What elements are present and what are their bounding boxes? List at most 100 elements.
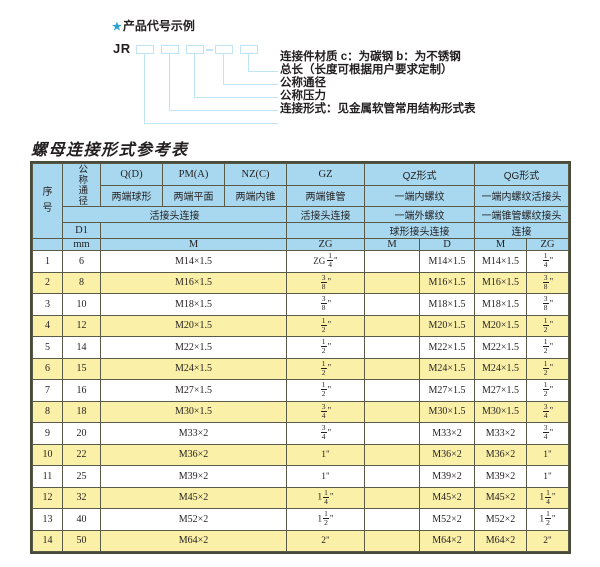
table-header: 序号 公称通径 Q(D) PM(A) NZ(C) GZ QZ形式 QG形式 两端… — [32, 163, 570, 251]
cell-qz-m — [364, 357, 420, 380]
cell-qz-m — [364, 271, 420, 294]
cell-qz-m — [364, 379, 420, 402]
cell-qg-m: M16×1.5 — [474, 271, 528, 294]
cell-gz-zg: 1 2 " — [286, 357, 365, 380]
cell-gz-zg: ZG 1 4 " — [286, 250, 365, 273]
product-code-diagram: ★产品代号示例 JR 连接件材质 c：为碳钢 b：为不锈钢 总长（长度可根据用户… — [0, 0, 600, 130]
star-icon: ★ — [112, 21, 122, 33]
cell-qg-zg: 1" — [526, 443, 570, 466]
cell-qg-zg: 1 4 " — [526, 250, 570, 273]
cell-qz-m — [364, 293, 420, 316]
cell-qz-m — [364, 529, 420, 552]
cell-nominal-diameter: 40 — [62, 508, 101, 531]
th-group-gz: GZ — [286, 163, 365, 186]
cell-qz-m — [364, 443, 420, 466]
cell-thread-m: M22×1.5 — [100, 336, 287, 359]
table-row: 5 14 M22×1.5 1 2 " M22×1.5 M22×1.5 1 2 " — [32, 336, 570, 359]
cell-qg-m: M52×2 — [474, 508, 528, 531]
th-group-qz: QZ形式 — [363, 163, 476, 186]
leader-line-5-h — [144, 123, 278, 125]
th-desc-pma: 两端平面 — [162, 184, 225, 207]
cell-gz-zg: 1 2 " — [286, 379, 365, 402]
product-code-heading-text: 产品代号示例 — [122, 19, 195, 33]
th-dn-symbol: D1 — [62, 222, 101, 239]
table-row: 14 50 M64×2 2" M64×2 M64×2 2" — [32, 529, 570, 552]
cell-thread-m: M27×1.5 — [100, 379, 287, 402]
table-row: 9 20 M33×2 3 4 " M33×2 M33×2 3 4 " — [32, 422, 570, 445]
table-row: 11 25 M39×2 1" M39×2 M39×2 1" — [32, 465, 570, 488]
diagram-label-connection-type: 连接形式：见金属软管常用结构形式表 — [280, 103, 476, 115]
cell-qg-zg: 1 2 " — [526, 357, 570, 380]
cell-index: 4 — [32, 314, 63, 337]
product-code-prefix: JR — [113, 41, 131, 56]
diagram-label-nominal-pressure: 公称压力 — [280, 90, 326, 102]
table-row: 10 22 M36×2 1" M36×2 M36×2 1" — [32, 443, 570, 466]
code-box-4 — [215, 45, 233, 54]
header-row-thread: mm M ZG M D M ZG — [32, 238, 570, 251]
cell-qg-m: M22×1.5 — [474, 336, 528, 359]
leader-line-3-h — [194, 97, 278, 99]
th-desc-gz: 两端锥管 — [286, 184, 365, 207]
th-desc-qg: 一端内螺纹活接头 — [474, 184, 570, 207]
cell-qg-zg: 1 1 4 " — [526, 486, 570, 509]
cell-qz-d: M18×1.5 — [418, 293, 476, 316]
table-row: 1 6 M14×1.5 ZG 1 4 " M14×1.5 M14×1.5 1 4 " — [32, 250, 570, 273]
header-row-connection: 活接头连接 活接头连接 一端外螺纹 一端锥管螺纹接头 — [33, 206, 570, 223]
cell-qz-d: M14×1.5 — [418, 250, 476, 273]
cell-qg-m: M20×1.5 — [474, 314, 528, 337]
code-box-1 — [136, 45, 154, 54]
th-joint-qz: 球形接头连接 — [363, 222, 476, 239]
th-desc-qz: 一端内螺纹 — [363, 184, 476, 207]
cell-qz-d: M45×2 — [418, 486, 476, 509]
diagram-label-nominal-diameter: 公称通径 — [280, 77, 326, 89]
cell-index: 14 — [32, 529, 63, 552]
cell-qg-zg: 3 8 " — [526, 271, 570, 294]
leader-line-2-h — [223, 84, 278, 86]
cell-thread-m: M33×2 — [100, 422, 287, 445]
th-joint-qg: 连接 — [474, 222, 570, 239]
th-group-qd: Q(D) — [100, 163, 163, 186]
table-row: 6 15 M24×1.5 1 2 " M24×1.5 M24×1.5 1 2 " — [32, 357, 570, 380]
cell-qz-d: M36×2 — [418, 443, 476, 466]
cell-nominal-diameter: 14 — [62, 336, 101, 359]
cell-qg-m: M64×2 — [474, 529, 528, 552]
th-joint-left-blank — [100, 222, 287, 239]
cell-nominal-diameter: 50 — [62, 529, 101, 552]
cell-nominal-diameter: 25 — [62, 465, 101, 488]
table-row: 2 8 M16×1.5 3 8 " M16×1.5 M16×1.5 3 8 " — [32, 271, 570, 294]
cell-nominal-diameter: 20 — [62, 422, 101, 445]
cell-qg-zg: 1 2 " — [526, 336, 570, 359]
table-row: 4 12 M20×1.5 1 2 " M20×1.5 M20×1.5 1 2 " — [32, 314, 570, 337]
cell-qz-d: M33×2 — [418, 422, 476, 445]
header-row-code: 序号 公称通径 Q(D) PM(A) NZ(C) GZ QZ形式 QG形式 — [32, 163, 570, 239]
th-dn-unit: mm — [62, 238, 101, 251]
cell-gz-zg: 3 4 " — [286, 422, 365, 445]
cell-qg-zg: 3 8 " — [526, 293, 570, 316]
cell-index: 8 — [32, 400, 63, 423]
cell-nominal-diameter: 16 — [62, 379, 101, 402]
cell-qz-d: M20×1.5 — [418, 314, 476, 337]
cell-qg-m: M30×1.5 — [474, 400, 528, 423]
th-thread-qg-zg: ZG — [526, 238, 570, 251]
cell-index: 11 — [32, 465, 63, 488]
code-separator-dash — [206, 49, 213, 51]
cell-gz-zg: 1" — [286, 443, 365, 466]
header-row-desc: 两端球形 两端平面 两端内锥 两端锥管 一端内螺纹 一端内螺纹活接头 — [33, 184, 570, 207]
diagram-label-material: 连接件材质 c：为碳钢 b：为不锈钢 — [280, 51, 461, 63]
cell-qg-m: M27×1.5 — [474, 379, 528, 402]
header-row-joint: D1 球形接头连接 连接 — [33, 222, 570, 239]
th-thread-qz-m: M — [364, 238, 420, 251]
cell-qg-m: M36×2 — [474, 443, 528, 466]
cell-thread-m: M16×1.5 — [100, 271, 287, 294]
cell-qz-m — [364, 422, 420, 445]
table-row: 3 10 M18×1.5 3 8 " M18×1.5 M18×1.5 3 8 " — [32, 293, 570, 316]
th-thread-qz-d: D — [418, 238, 476, 251]
th-group-pma: PM(A) — [162, 163, 225, 186]
cell-qg-m: M14×1.5 — [474, 250, 528, 273]
cell-thread-m: M18×1.5 — [100, 293, 287, 316]
cell-qz-m — [364, 508, 420, 531]
cell-nominal-diameter: 12 — [62, 314, 101, 337]
cell-index: 9 — [32, 422, 63, 445]
cell-nominal-diameter: 10 — [62, 293, 101, 316]
th-group-nzc: NZ(C) — [224, 163, 287, 186]
